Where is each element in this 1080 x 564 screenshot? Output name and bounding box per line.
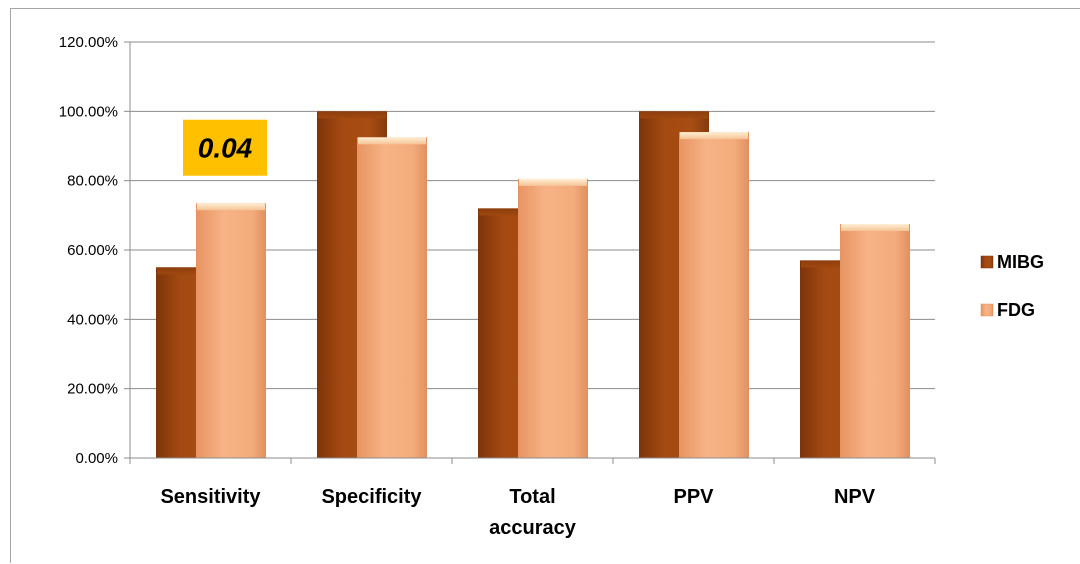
y-tick-label: 0.00% <box>75 450 118 467</box>
bar-fdg <box>679 132 749 458</box>
annotation-box <box>183 119 267 176</box>
legend-label-mibg: MIBG <box>997 252 1044 272</box>
legend-swatch-mibg <box>980 255 994 269</box>
bar-highlight <box>519 178 587 186</box>
legend-swatch-fdg <box>980 303 994 317</box>
y-tick-label: 80.00% <box>67 173 118 190</box>
x-category-label: Specificity <box>321 486 422 508</box>
bar-highlight <box>197 203 265 211</box>
y-tick-label: 40.00% <box>67 311 118 328</box>
bar-highlight <box>479 208 547 216</box>
chart-frame: 0.00% 20.00% 40.00% 60.00% 80.00% 100.00% 120.… <box>10 8 1080 563</box>
y-tick-label: 20.00% <box>67 381 118 398</box>
bar-fdg <box>357 137 427 459</box>
x-category-label: Total accuracy <box>489 486 577 539</box>
annotation-text: 0.04 <box>198 133 253 164</box>
bar-fdg <box>518 178 588 458</box>
axes: 0.00% 20.00% 40.00% 60.00% 80.00% 100.00% 120.… <box>59 34 936 539</box>
bar-highlight <box>640 111 708 119</box>
bar-highlight <box>680 132 748 140</box>
y-tick-label: 120.00% <box>59 34 118 51</box>
x-category-label: NPV <box>834 486 876 508</box>
bar-highlight <box>358 137 426 145</box>
y-tick-label: 60.00% <box>67 242 118 259</box>
bars <box>156 111 910 459</box>
bar-highlight <box>318 111 386 119</box>
bar-fdg <box>840 224 910 458</box>
bar-chart: 0.00% 20.00% 40.00% 60.00% 80.00% 100.00% 120.… <box>59 34 1044 539</box>
bar-fdg <box>196 203 266 458</box>
legend-label-fdg: FDG <box>997 300 1035 320</box>
x-category-label: Sensitivity <box>160 486 261 508</box>
bar-highlight <box>157 267 225 275</box>
y-tick-label: 100.00% <box>59 103 118 120</box>
bar-highlight <box>801 260 869 268</box>
annotations: 0.04 <box>183 119 267 176</box>
bar-highlight <box>841 224 909 231</box>
x-category-label: PPV <box>673 486 714 508</box>
legend: MIBG FDG <box>980 252 1044 320</box>
